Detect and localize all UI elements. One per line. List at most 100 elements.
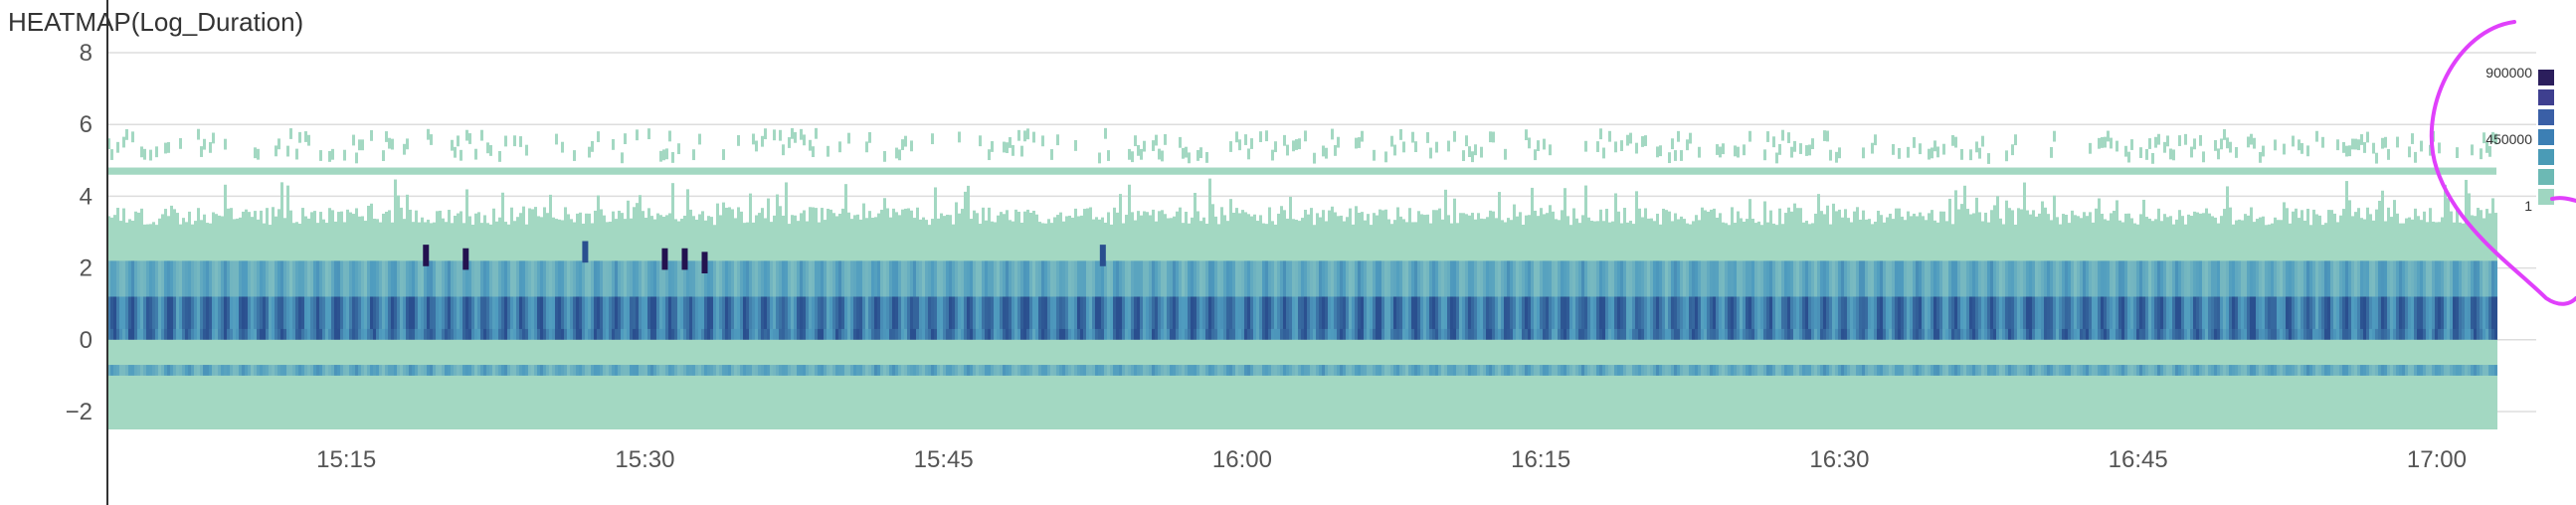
heatmap-cell — [2372, 260, 2375, 297]
heatmap-cell — [856, 318, 859, 340]
heatmap-cell — [454, 146, 457, 158]
heatmap-cell — [1928, 285, 1931, 329]
heatmap-cell — [2360, 365, 2363, 376]
heatmap-cell — [403, 143, 406, 155]
heatmap-cell — [576, 318, 579, 340]
heatmap-cell — [480, 285, 483, 329]
heatmap-cell — [107, 260, 110, 297]
heatmap-cell — [2444, 260, 2447, 297]
heatmap-cell — [1608, 260, 1611, 297]
heatmap-cell — [501, 365, 504, 376]
heatmap-cell — [901, 139, 904, 150]
heatmap-cell — [1205, 260, 1208, 297]
heatmap-cell — [1343, 365, 1346, 376]
heatmap-cell — [2092, 260, 2095, 297]
heatmap-cell — [1020, 145, 1023, 157]
heatmap-cell — [1972, 365, 1975, 376]
heatmap-cell — [1295, 285, 1298, 329]
heatmap-cell — [1552, 260, 1555, 297]
heatmap-cell — [2393, 285, 2396, 329]
heatmap-cell — [2405, 260, 2408, 297]
heatmap-cell — [859, 260, 862, 297]
heatmap-cell — [2017, 260, 2020, 297]
heatmap-cell — [2121, 318, 2124, 340]
heatmap-cell — [1769, 318, 1772, 340]
heatmap-cell — [1626, 134, 1629, 146]
heatmap-cell — [1683, 318, 1686, 340]
heatmap-cell — [2014, 285, 2017, 329]
heatmap-cell — [1698, 285, 1701, 329]
heatmap-cell — [591, 318, 594, 340]
heatmap-cell — [2351, 285, 2354, 329]
heatmap-cell — [266, 260, 269, 297]
heatmap-cell — [2259, 151, 2262, 163]
heatmap-cell — [1775, 152, 1778, 164]
heatmap-cell — [1289, 365, 1292, 376]
heatmap-cell — [755, 140, 758, 152]
heatmap-cell — [433, 365, 436, 376]
heatmap-cell — [1704, 285, 1707, 329]
heatmap-cell — [507, 365, 510, 376]
heatmap-cell — [746, 285, 749, 329]
heatmap-cell — [254, 285, 257, 329]
heatmap-cell — [967, 285, 970, 329]
heatmap-cell — [2011, 318, 2014, 340]
heatmap-cell — [877, 285, 880, 329]
heatmap-cell — [2411, 318, 2414, 340]
heatmap-cell — [275, 285, 277, 329]
heatmap-cell — [504, 285, 507, 329]
heatmap-cell — [2163, 318, 2166, 340]
heatmap-cell — [1453, 318, 1456, 340]
heatmap-cell — [1262, 318, 1265, 340]
heatmap-cell — [173, 318, 176, 340]
heatmap-cell — [2193, 260, 2196, 297]
heatmap-cell — [1659, 365, 1662, 376]
heatmap-cell — [430, 285, 433, 329]
heatmap-cell — [1710, 318, 1713, 340]
heatmap-cell — [2399, 260, 2402, 297]
heatmap-cell — [1393, 144, 1396, 156]
heatmap-cell — [1352, 285, 1355, 329]
heatmap-cell — [1298, 365, 1301, 376]
heatmap-cell — [1662, 285, 1665, 329]
heatmap-cell — [2145, 285, 2148, 329]
heatmap-cell — [1349, 365, 1352, 376]
heatmap-cell — [1196, 260, 1199, 297]
heatmap-cell — [1358, 137, 1361, 148]
heatmap-cell — [701, 318, 704, 340]
heatmap-cell — [1277, 285, 1280, 329]
heatmap-cell — [1710, 365, 1713, 376]
heatmap-cell — [886, 318, 889, 340]
heatmap-cell — [668, 365, 671, 376]
heatmap-cell — [919, 365, 922, 376]
heatmap-cell — [492, 260, 495, 297]
heatmap-cell — [997, 260, 1000, 297]
hand-drawn-circle-annotation — [2429, 20, 2576, 306]
heatmap-cell — [2274, 139, 2277, 151]
heatmap-cell — [107, 318, 110, 340]
heatmap-cell — [668, 130, 671, 142]
heatmap-cell — [2148, 260, 2151, 297]
heatmap-cell — [292, 318, 295, 340]
heatmap-cell — [1346, 318, 1349, 340]
heatmap-cell — [2456, 260, 2459, 297]
heatmap-cell — [2259, 285, 2262, 329]
heatmap-cell — [1650, 260, 1653, 297]
heatmap-cell — [2154, 318, 2157, 340]
heatmap-cell — [2327, 365, 2330, 376]
legend-swatch — [2538, 189, 2554, 205]
heatmap-cell — [1737, 318, 1740, 340]
heatmap-cell — [1411, 131, 1414, 143]
heatmap-cell — [752, 285, 755, 329]
heatmap-cell — [949, 318, 952, 340]
heatmap-cell — [1164, 260, 1167, 297]
heatmap-cell — [1420, 318, 1423, 340]
heatmap-cell — [2101, 136, 2104, 148]
heatmap-cell — [1152, 365, 1155, 376]
heatmap-cell — [1223, 260, 1226, 297]
heatmap-cell — [1647, 365, 1650, 376]
heatmap-cell — [1331, 318, 1334, 340]
heatmap-cell — [1817, 260, 1820, 297]
heatmap-cell — [2181, 318, 2184, 340]
heatmap-cell — [2041, 285, 2044, 329]
